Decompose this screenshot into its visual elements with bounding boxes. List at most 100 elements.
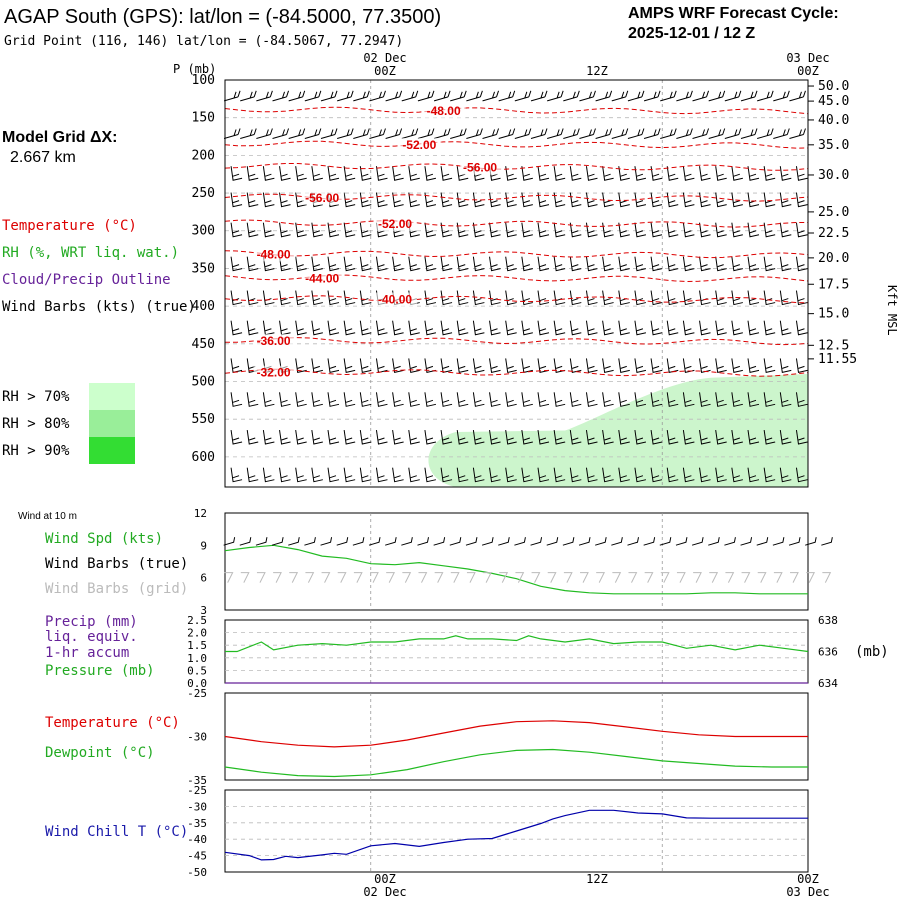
grid-wind-barb — [321, 572, 331, 583]
temp-panel-frame — [224, 692, 809, 781]
y-tick-label: 0.5 — [187, 664, 207, 677]
temperature-contour-label: -48.00 — [257, 247, 291, 261]
bottom-time-2: 00Z — [797, 872, 819, 886]
wind-barb — [472, 320, 485, 336]
wind-barb — [327, 467, 340, 483]
surface-wind-barb — [239, 537, 252, 546]
wind-barb — [230, 256, 243, 272]
grid-wind-barb — [822, 572, 832, 583]
y-tick-label: 2.0 — [187, 627, 207, 640]
wind-barb — [521, 392, 533, 407]
wind-barb — [779, 256, 792, 272]
wind-barb — [408, 358, 420, 374]
wind-barb — [715, 192, 727, 208]
wind-barb — [585, 429, 598, 445]
rh-bin-swatch-90 — [89, 437, 135, 464]
grid-wind-barb — [676, 572, 686, 583]
wind-barb — [456, 392, 469, 407]
wind-barb — [359, 222, 372, 238]
pressure-unit-label: (mb) — [855, 644, 889, 660]
wind-barb — [779, 192, 792, 208]
legend-wind-chill: Wind Chill T (°C) — [45, 824, 188, 840]
wind-barb — [295, 222, 307, 238]
surface-wind-barb — [368, 537, 381, 546]
wind-barb — [279, 192, 291, 208]
wind-barb — [773, 90, 790, 102]
grid-wind-barb — [628, 572, 638, 583]
wind-barb — [456, 358, 469, 374]
wind-barb — [424, 290, 437, 306]
grid-wind-barb — [434, 572, 444, 583]
wind-barb — [731, 256, 743, 272]
temperature-contour-label: -44.00 — [305, 271, 339, 285]
wind-barb — [795, 358, 808, 374]
wind-barb — [440, 192, 453, 208]
wind-barb — [262, 320, 275, 336]
grid-wind-barb — [515, 572, 525, 583]
wind-barb — [311, 429, 323, 445]
wind-barb — [666, 222, 679, 238]
wind-barb — [343, 166, 356, 181]
temperature-contour — [224, 368, 809, 377]
surface-wind-barb — [611, 537, 623, 546]
wind-barb — [553, 320, 566, 336]
surface-wind-barb — [788, 537, 801, 546]
wind-barb — [375, 256, 388, 272]
wind-barb — [699, 358, 711, 374]
wind-barb — [676, 128, 693, 140]
wind-barb — [676, 90, 693, 102]
wind-barb — [408, 320, 420, 336]
wind-barb — [569, 290, 582, 306]
grid-wind-barb — [353, 572, 363, 583]
contour-label-bg — [302, 190, 345, 205]
contour-label-bg — [399, 138, 442, 153]
wind-barb — [385, 90, 403, 102]
wind-barb — [337, 90, 354, 102]
grid-wind-barb — [418, 572, 428, 583]
wind-barb — [763, 429, 776, 445]
wind-barb — [699, 192, 711, 208]
wind-barb — [375, 392, 388, 407]
y-tick-label: -50 — [187, 866, 207, 879]
wind-barb — [440, 429, 453, 445]
wind-barb — [472, 290, 485, 306]
wind-barb — [553, 429, 566, 445]
wind-barb — [708, 90, 726, 102]
wind-barb — [634, 358, 647, 374]
wind-barb — [747, 222, 760, 238]
wind-barb — [569, 467, 582, 483]
upper-air-panel: -48.00 -52.00 -56.00 -56.00 -52.00 -48.00 -44.… — [192, 73, 857, 488]
wind-barb — [359, 166, 372, 181]
pressure-tick-label: 300 — [192, 224, 215, 239]
wind-barb — [440, 222, 453, 238]
wind-barb — [311, 290, 323, 306]
wind-barb — [392, 429, 404, 445]
legend-sfc-temperature: Temperature (°C) — [45, 715, 180, 731]
surface-wind-barb — [401, 537, 413, 546]
wind-barb — [537, 222, 550, 238]
wind-barb — [343, 290, 356, 306]
contour-label-bg — [423, 104, 466, 119]
wind-barb — [579, 128, 596, 140]
wind-barb — [343, 222, 356, 238]
y-tick-label: -35 — [187, 817, 207, 830]
wind-barb — [602, 429, 614, 445]
wind-barb — [295, 256, 307, 272]
wind-barb — [530, 128, 548, 140]
wind-barb — [230, 192, 243, 208]
wind-barb — [489, 256, 501, 272]
wind-barb — [666, 429, 679, 445]
grid-wind-barb — [773, 572, 783, 583]
surface-wind-barb — [659, 537, 672, 546]
y-tick-label: 1.5 — [187, 639, 207, 652]
height-tick-label: 35.0 — [818, 138, 849, 153]
temperature-contour — [224, 250, 809, 259]
grid-wind-barb — [256, 572, 266, 583]
wind-barb — [375, 429, 388, 445]
legend-wind-barbs-true: Wind Barbs (true) — [45, 556, 188, 572]
wind-speed-panel: 12 9 6 3 — [194, 507, 833, 617]
wind-barb — [262, 290, 275, 306]
wind-barb — [724, 90, 742, 102]
wind-barb — [279, 392, 291, 407]
wind-barb — [262, 222, 275, 238]
